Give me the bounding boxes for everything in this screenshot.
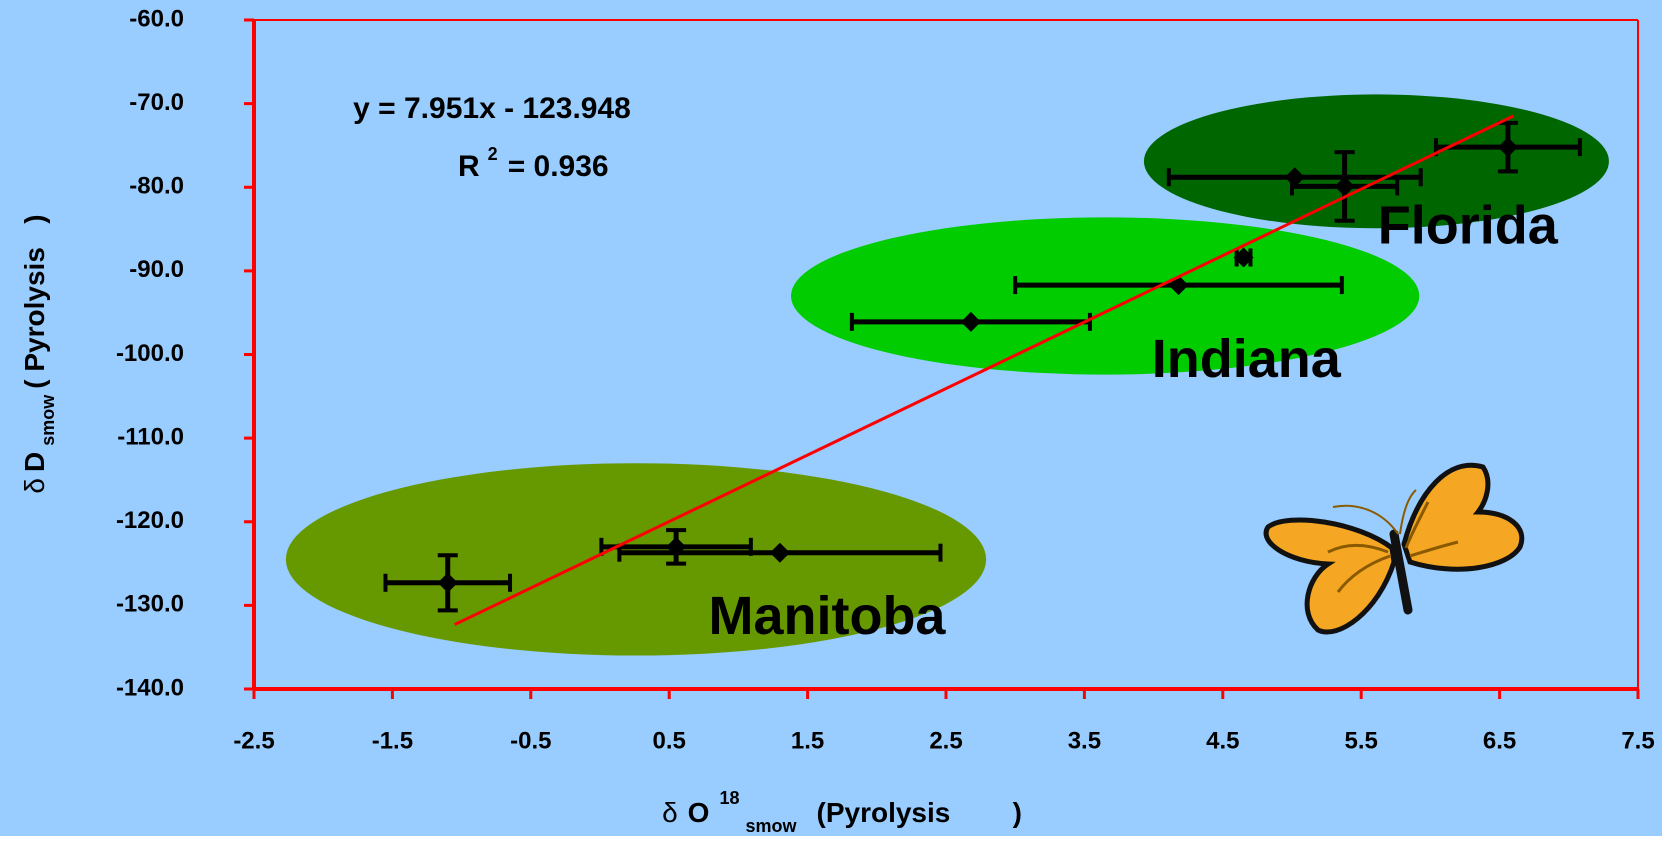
region-label: Manitoba [708,586,946,646]
x-label-sup: 18 [719,788,739,808]
x-tick-label: 1.5 [791,727,824,754]
point [769,542,790,563]
region-label: Florida [1378,195,1559,255]
point [1233,247,1254,268]
y-tick-label: -70.0 [129,89,184,116]
x-tick-label: 0.5 [653,727,686,754]
x-tick-label: -0.5 [510,727,551,754]
x-tick-label: 4.5 [1206,727,1239,754]
point [1284,167,1305,188]
y-label-main: D [19,452,50,472]
y-tick-label: -140.0 [116,674,184,701]
y-label-sub: smow [38,394,58,446]
y-tick-label: -80.0 [129,173,184,200]
r-value: = 0.936 [508,150,609,183]
x-label-sub: smow [745,816,797,836]
y-tick-label: -110.0 [117,423,184,450]
region-label: Indiana [1152,329,1342,389]
y-axis-label: δDsmow ( Pyrolysis ) [19,214,58,493]
x-tick-label: 3.5 [1068,727,1101,754]
x-tick-label: 6.5 [1483,727,1516,754]
y-tick-label: -130.0 [116,591,184,618]
point [437,572,458,593]
x-tick-label: -2.5 [233,727,274,754]
x-tick-label: -1.5 [372,727,413,754]
x-label-rest: (Pyrolysis ) [817,797,1022,828]
y-tick-label: -60.0 [129,5,184,32]
butterfly [1263,462,1525,635]
trendline [454,114,1515,626]
r-sup: 2 [488,144,498,164]
region [285,463,987,656]
x-tick-label: 2.5 [929,727,962,754]
x-tick-label: 7.5 [1621,727,1654,754]
plot: -60.0 -70.0 -80.0 -90.0 -100.0 -110.0 -120.0 -1… [116,5,1655,754]
point [960,311,981,332]
x-tick-label: 5.5 [1345,727,1378,754]
r-squared: R 2 = 0.936 [458,144,609,183]
x-label-main: O [688,797,710,828]
point [1334,176,1355,197]
y-label-symbol: δ [19,478,50,494]
y-label-rest: ( Pyrolysis ) [19,214,50,388]
y-tick-label: -90.0 [129,256,184,283]
regions: Manitoba Indiana Florida [285,94,1609,656]
equation: y = 7.951x - 123.948 [353,92,631,125]
x-label-symbol: δ [662,797,678,828]
x-axis-label: δ O 18 smow (Pyrolysis ) [662,788,1022,836]
y-tick-label: -120.0 [116,507,184,534]
y-tick-label: -100.0 [116,340,184,367]
region [1143,94,1609,229]
point [1497,137,1518,158]
region [790,217,1420,375]
r-label: R [458,150,480,183]
